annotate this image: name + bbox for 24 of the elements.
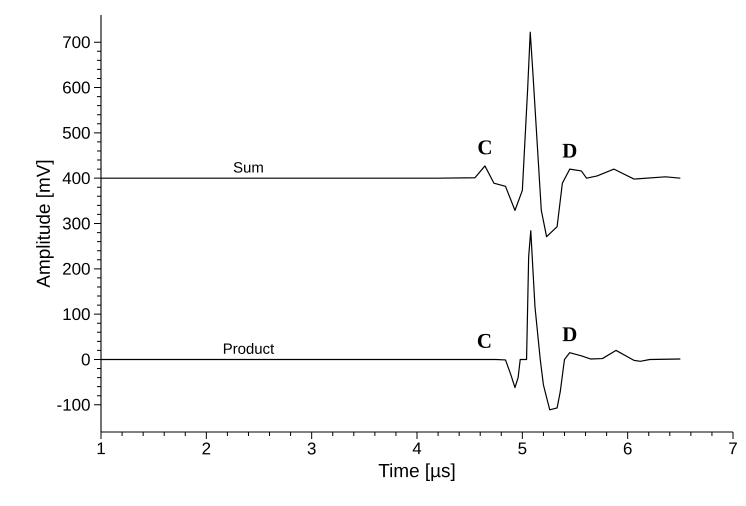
series-label: Sum: [234, 162, 263, 173]
annotation: C: [478, 140, 491, 154]
y-axis-title: Amplitude [mV]: [36, 160, 54, 288]
annotation: D: [562, 144, 576, 158]
y-tick-label: 200: [63, 262, 90, 275]
y-tick-label: -100: [57, 398, 90, 411]
annotation: D: [562, 327, 576, 342]
y-tick-label: 500: [62, 126, 90, 139]
x-tick-label: 6: [624, 442, 632, 455]
x-tick-label: 3: [308, 442, 316, 455]
x-tick-label: 5: [518, 442, 526, 454]
x-tick-label: 7: [729, 442, 737, 454]
x-tick-label: 4: [412, 442, 422, 454]
y-tick-label: 400: [62, 172, 90, 184]
y-tick-label: 600: [63, 82, 90, 94]
y-tick-label: 100: [64, 308, 90, 320]
x-axis-title: Time [µs]: [378, 463, 454, 481]
y-tick-label: 300: [62, 218, 90, 230]
x-tick-label: 1: [98, 442, 105, 454]
series-label: Product: [224, 342, 274, 354]
annotation: C: [478, 334, 490, 348]
y-tick-label: 0: [82, 353, 90, 366]
y-tick-label: 700: [63, 36, 90, 48]
x-tick-label: 2: [202, 442, 210, 454]
